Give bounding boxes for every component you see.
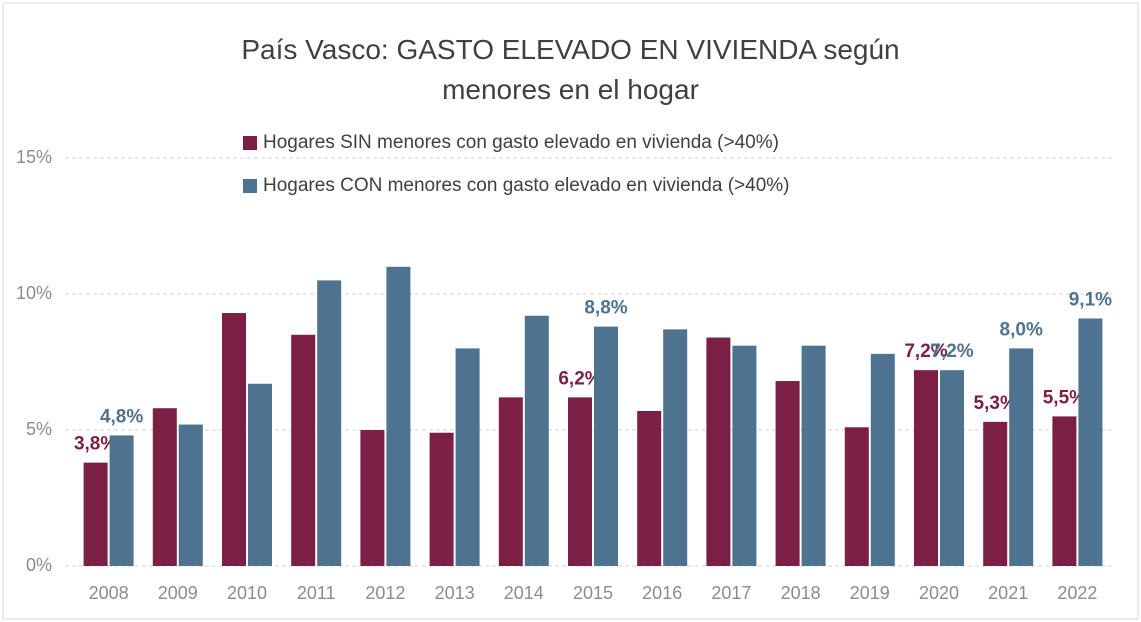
x-tick-label: 2010 (227, 583, 267, 603)
bar (706, 337, 731, 566)
x-tick-label: 2013 (435, 583, 475, 603)
bar (109, 435, 134, 566)
data-label: 5,5% (1043, 387, 1086, 408)
x-tick-label: 2014 (504, 583, 544, 603)
bar (940, 370, 964, 566)
x-tick-label: 2012 (365, 583, 405, 603)
bar (455, 348, 480, 566)
bar (594, 326, 618, 566)
data-label: 4,8% (100, 406, 143, 427)
x-tick-label: 2008 (89, 583, 129, 603)
data-label: 9,1% (1069, 289, 1112, 310)
bar (1078, 318, 1103, 566)
bar (637, 410, 662, 566)
y-tick-label: 15% (16, 147, 52, 167)
bar (291, 334, 316, 566)
bar (386, 266, 411, 566)
bar (152, 408, 177, 566)
bar (498, 397, 523, 566)
data-label: 7,2% (904, 341, 947, 362)
data-label: 8,0% (1000, 319, 1043, 340)
bar (524, 315, 549, 566)
bar (775, 381, 800, 566)
x-tick-label: 2018 (781, 583, 821, 603)
bar (360, 430, 385, 566)
x-tick-label: 2020 (919, 583, 959, 603)
x-tick-label: 2011 (297, 583, 336, 603)
x-tick-label: 2015 (573, 583, 613, 603)
x-tick-label: 2016 (642, 583, 682, 603)
bar (317, 280, 342, 566)
y-tick-label: 0% (26, 555, 52, 575)
bar (222, 313, 246, 566)
x-tick-label: 2021 (988, 583, 1028, 603)
legend-label: Hogares SIN menores con gasto elevado en… (263, 132, 779, 153)
bar (429, 432, 454, 566)
bar (983, 421, 1008, 566)
bar (248, 383, 272, 566)
data-label: 6,2% (558, 368, 601, 389)
data-label: 5,3% (974, 393, 1017, 414)
bar (83, 462, 108, 566)
data-label: 3,8% (74, 434, 117, 455)
legend-swatch (243, 179, 257, 193)
data-label: 8,8% (584, 298, 627, 319)
bar (568, 397, 592, 566)
y-tick-label: 5% (26, 419, 52, 439)
legend-swatch (243, 136, 257, 150)
bar (732, 345, 757, 566)
legend-label: Hogares CON menores con gasto elevado en… (263, 175, 789, 196)
x-tick-label: 2022 (1057, 583, 1097, 603)
x-tick-label: 2017 (711, 583, 751, 603)
bar (1052, 416, 1077, 566)
bar (1009, 348, 1034, 566)
bar (663, 329, 688, 566)
bar (178, 424, 203, 566)
chart-title: País Vasco: GASTO ELEVADO EN VIVIENDA se… (241, 34, 900, 105)
bar (844, 427, 869, 566)
x-tick-label: 2009 (158, 583, 198, 603)
bar (870, 353, 895, 566)
y-tick-label: 10% (16, 283, 52, 303)
bar (914, 370, 938, 566)
x-tick-label: 2019 (850, 583, 890, 603)
bar (801, 345, 826, 566)
data-label: 7,2% (930, 341, 973, 362)
